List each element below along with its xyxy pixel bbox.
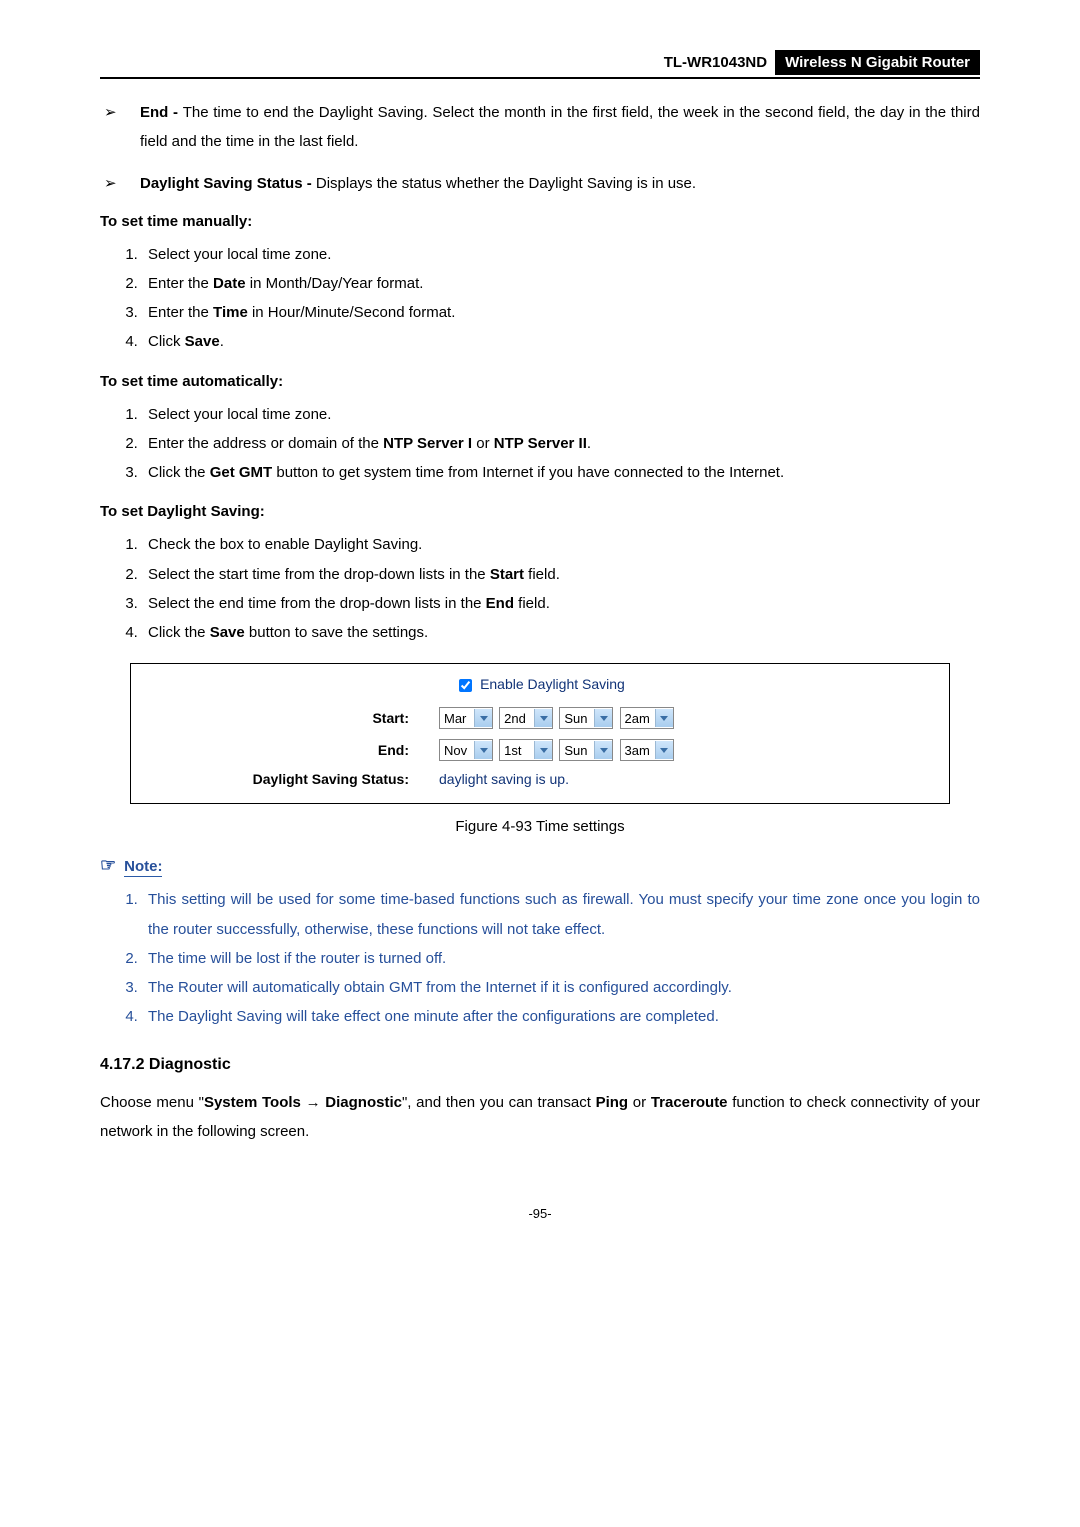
status-label: Daylight Saving Status: — [149, 771, 439, 787]
bullet-dss-label: Daylight Saving Status - — [140, 175, 316, 192]
note-3: The Router will automatically obtain GMT… — [142, 973, 980, 1002]
chevron-down-icon — [534, 741, 552, 759]
ds-step-3: Select the end time from the drop-down l… — [142, 589, 980, 618]
start-row: Start: Mar 2nd Sun 2am — [149, 707, 931, 729]
ds-steps: Check the box to enable Daylight Saving.… — [100, 530, 980, 647]
page-number: -95- — [100, 1206, 980, 1221]
ds-step-4: Click the Save button to save the settin… — [142, 618, 980, 647]
doc-header: TL-WR1043NDWireless N Gigabit Router — [100, 50, 980, 79]
status-value: daylight saving is up. — [439, 771, 569, 787]
diagnostic-paragraph: Choose menu "System Tools → Diagnostic",… — [100, 1088, 980, 1147]
start-time-select[interactable]: 2am — [620, 707, 674, 729]
heading-manual: To set time manually: — [100, 213, 980, 230]
enable-ds-row: Enable Daylight Saving — [149, 676, 931, 695]
bullet-dss-text: Displays the status whether the Daylight… — [316, 175, 696, 192]
manual-step-1-text: Select your local time zone. — [148, 246, 331, 263]
figure-caption: Figure 4-93 Time settings — [100, 818, 980, 835]
end-row: End: Nov 1st Sun 3am — [149, 739, 931, 761]
heading-diagnostic: 4.17.2 Diagnostic — [100, 1056, 980, 1074]
start-week-select[interactable]: 2nd — [499, 707, 553, 729]
enable-ds-label: Enable Daylight Saving — [480, 676, 625, 692]
chevron-down-icon — [655, 709, 673, 727]
chevron-down-icon — [594, 709, 612, 727]
heading-auto: To set time automatically: — [100, 373, 980, 390]
start-month-select[interactable]: Mar — [439, 707, 493, 729]
start-label: Start: — [149, 710, 439, 726]
note-4: The Daylight Saving will take effect one… — [142, 1002, 980, 1031]
note-label: Note: — [124, 858, 162, 877]
manual-step-2: Enter the Date in Month/Day/Year format. — [142, 269, 980, 298]
auto-step-1: Select your local time zone. — [142, 400, 980, 429]
note-2: The time will be lost if the router is t… — [142, 944, 980, 973]
note-1: This setting will be used for some time-… — [142, 885, 980, 944]
end-week-select[interactable]: 1st — [499, 739, 553, 761]
manual-step-1: Select your local time zone. — [142, 240, 980, 269]
end-month-select[interactable]: Nov — [439, 739, 493, 761]
heading-ds: To set Daylight Saving: — [100, 503, 980, 520]
chevron-down-icon — [594, 741, 612, 759]
auto-step-2: Enter the address or domain of the NTP S… — [142, 429, 980, 458]
end-day-select[interactable]: Sun — [559, 739, 613, 761]
manual-steps: Select your local time zone. Enter the D… — [100, 240, 980, 357]
bullet-end: End - The time to end the Daylight Savin… — [140, 99, 980, 156]
note-heading: ☞ Note: — [100, 855, 980, 877]
bullet-end-text: The time to end the Daylight Saving. Sel… — [140, 104, 980, 150]
chevron-down-icon — [655, 741, 673, 759]
chevron-down-icon — [534, 709, 552, 727]
bullet-dss: Daylight Saving Status - Displays the st… — [140, 170, 980, 199]
daylight-saving-panel: Enable Daylight Saving Start: Mar 2nd Su… — [130, 663, 950, 804]
auto-step-3: Click the Get GMT button to get system t… — [142, 458, 980, 487]
pointing-hand-icon: ☞ — [100, 855, 116, 876]
header-model: TL-WR1043ND — [656, 50, 775, 75]
end-time-select[interactable]: 3am — [620, 739, 674, 761]
start-selects: Mar 2nd Sun 2am — [439, 707, 676, 729]
start-day-select[interactable]: Sun — [559, 707, 613, 729]
end-label: End: — [149, 742, 439, 758]
status-row: Daylight Saving Status: daylight saving … — [149, 771, 931, 787]
manual-step-3: Enter the Time in Hour/Minute/Second for… — [142, 298, 980, 327]
bullet-end-label: End - — [140, 104, 183, 121]
enable-ds-checkbox[interactable] — [459, 679, 472, 692]
manual-step-4: Click Save. — [142, 327, 980, 356]
feature-bullets: End - The time to end the Daylight Savin… — [100, 99, 980, 199]
note-list: This setting will be used for some time-… — [100, 885, 980, 1031]
chevron-down-icon — [474, 741, 492, 759]
header-desc: Wireless N Gigabit Router — [775, 50, 980, 75]
ds-step-2: Select the start time from the drop-down… — [142, 560, 980, 589]
end-selects: Nov 1st Sun 3am — [439, 739, 676, 761]
auto-steps: Select your local time zone. Enter the a… — [100, 400, 980, 488]
ds-step-1: Check the box to enable Daylight Saving. — [142, 530, 980, 559]
chevron-down-icon — [474, 709, 492, 727]
